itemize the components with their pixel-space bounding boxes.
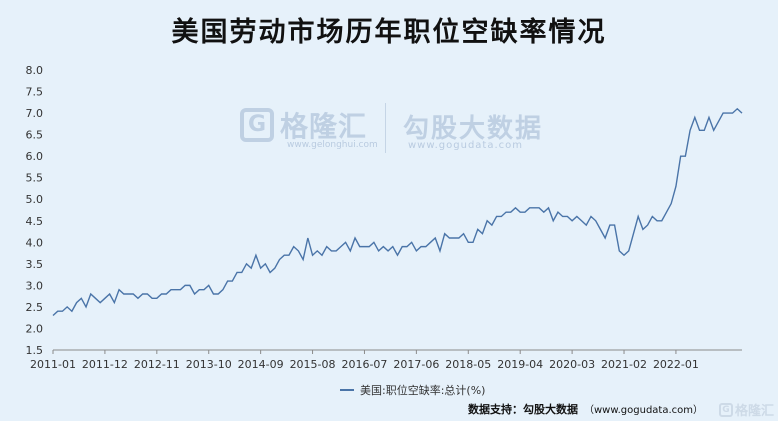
y-tick-label: 7.5 (26, 86, 44, 99)
x-tick-label: 2019-04 (497, 358, 543, 371)
legend-swatch (340, 389, 354, 391)
y-tick-label: 5.5 (26, 172, 44, 185)
corner-logo-icon: G (718, 402, 733, 417)
x-tick-label: 2014-09 (238, 358, 284, 371)
y-tick-label: 2.5 (26, 301, 44, 314)
watermark-brand-2: 勾股大数据 (403, 114, 544, 144)
y-tick-label: 1.5 (26, 344, 44, 357)
y-tick-label: 6.0 (26, 150, 44, 163)
x-tick-label: 2020-03 (549, 358, 595, 371)
x-tick-label: 2011-12 (82, 358, 128, 371)
x-tick-label: 2022-01 (653, 358, 699, 371)
y-tick-label: 3.5 (26, 258, 44, 271)
legend-label: 美国:职位空缺率:总计(%) (360, 384, 486, 397)
legend: 美国:职位空缺率:总计(%) (340, 382, 485, 398)
corner-watermark: G 格隆汇 (718, 400, 774, 419)
source-url: （www.gogudata.com） (584, 405, 704, 416)
y-tick-label: 7.0 (26, 107, 44, 120)
y-tick-label: 3.0 (26, 279, 44, 292)
x-tick-label: 2013-10 (186, 358, 232, 371)
x-tick-label: 2017-06 (393, 358, 439, 371)
x-tick-label: 2018-05 (445, 358, 491, 371)
watermark-brand-1-url: www.gelonghui.com (287, 140, 378, 150)
y-tick-label: 5.0 (26, 193, 44, 206)
y-tick-label: 6.5 (26, 129, 44, 142)
watermark-brand-2-url: www.gogudata.com (408, 140, 524, 151)
chart-title: 美国劳动市场历年职位空缺率情况 (171, 17, 607, 48)
y-tick-label: 8.0 (26, 64, 44, 77)
x-axis-ticks: 2011-01 2011-12 2012-11 2013-10 2014-09 2015-… (30, 349, 742, 371)
x-tick-label: 2012-11 (134, 358, 180, 371)
gelonghui-logo-icon: G (240, 108, 274, 142)
x-tick-label: 2015-08 (290, 358, 336, 371)
x-tick-label: 2016-07 (341, 358, 387, 371)
watermark-separator (385, 103, 386, 153)
data-source: 数据支持：勾股大数据 （www.gogudata.com） (468, 401, 703, 417)
y-axis-ticks: 1.5 2.0 2.5 3.0 3.5 4.0 4.5 5.0 5.5 6.0 6.5 7.0 7.5 8… (26, 64, 44, 357)
watermark-gelonghui: G 格隆汇 (240, 105, 367, 145)
watermark-brand-1: 格隆汇 (280, 110, 368, 143)
x-tick-label: 2021-02 (601, 358, 647, 371)
y-tick-label: 4.5 (26, 215, 44, 228)
series-line-vacancy-rate (52, 107, 743, 317)
corner-watermark-text: 格隆汇 (734, 404, 774, 419)
source-label: 数据支持：勾股大数据 (468, 403, 578, 416)
x-tick-label: 2011-01 (30, 358, 76, 371)
y-tick-label: 2.0 (26, 322, 44, 335)
y-tick-label: 4.0 (26, 236, 44, 249)
